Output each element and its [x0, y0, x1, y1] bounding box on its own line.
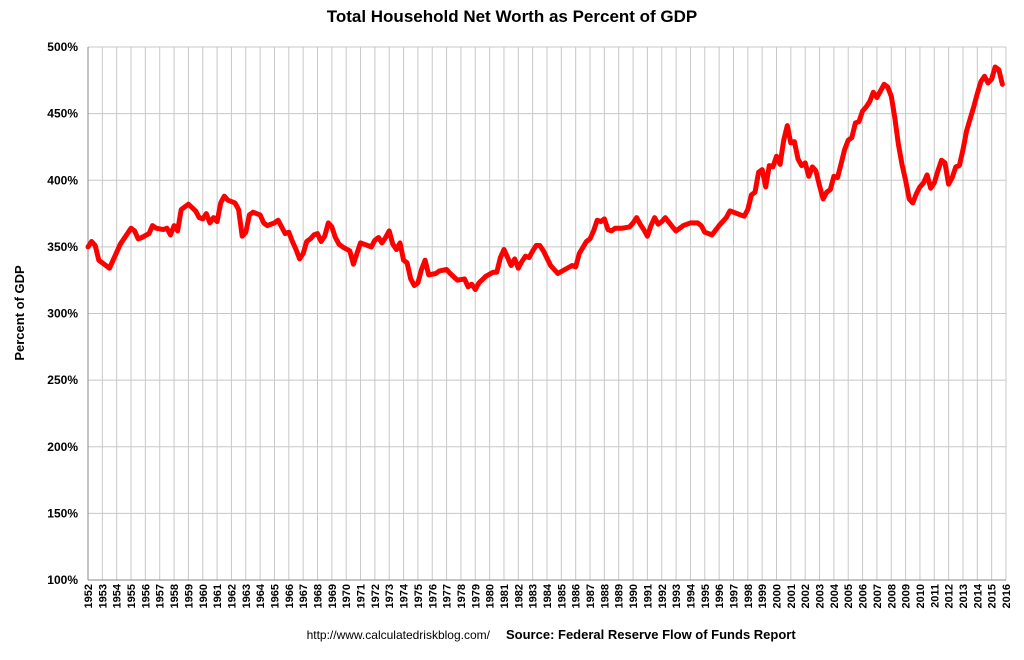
x-tick-label: 1998 — [743, 584, 755, 608]
x-tick-label: 2008 — [886, 584, 898, 608]
x-tick-label: 1992 — [657, 584, 669, 608]
x-tick-label: 1983 — [528, 584, 540, 608]
x-tick-label: 1974 — [399, 583, 411, 608]
x-tick-label: 1961 — [212, 584, 224, 608]
x-tick-label: 1954 — [112, 583, 124, 608]
x-tick-label: 1965 — [269, 584, 281, 608]
x-tick-label: 1987 — [585, 584, 597, 608]
y-tick-label: 150% — [47, 506, 78, 520]
x-tick-label: 1988 — [599, 584, 611, 608]
y-tick-label: 450% — [47, 107, 78, 121]
x-tick-label: 1967 — [298, 584, 310, 608]
y-tick-label: 350% — [47, 240, 78, 254]
y-tick-label: 200% — [47, 440, 78, 454]
x-tick-label: 2016 — [1001, 584, 1013, 608]
x-tick-label: 1995 — [700, 584, 712, 608]
x-tick-label: 1979 — [470, 584, 482, 608]
x-tick-label: 2005 — [843, 584, 855, 608]
x-tick-label: 1958 — [169, 584, 181, 608]
x-tick-label: 1973 — [384, 584, 396, 608]
chart-title: Total Household Net Worth as Percent of … — [327, 7, 698, 26]
x-tick-label: 1991 — [642, 584, 654, 608]
x-tick-label: 1966 — [284, 584, 296, 608]
x-tick-label: 1959 — [183, 584, 195, 608]
x-tick-label: 1971 — [356, 584, 368, 608]
y-axis-label: Percent of GDP — [12, 265, 27, 361]
x-tick-label: 2006 — [858, 584, 870, 608]
x-tick-label: 2014 — [972, 583, 984, 608]
x-tick-label: 1962 — [226, 584, 238, 608]
x-tick-label: 1956 — [140, 584, 152, 608]
x-tick-label: 2015 — [987, 584, 999, 608]
x-tick-label: 1990 — [628, 584, 640, 608]
x-tick-label: 1957 — [155, 584, 167, 608]
x-tick-label: 1985 — [556, 584, 568, 608]
x-tick-label: 1984 — [542, 583, 554, 608]
x-tick-label: 1980 — [485, 584, 497, 608]
x-tick-label: 1960 — [198, 584, 210, 608]
plot — [85, 64, 1005, 292]
x-tick-label: 1953 — [97, 584, 109, 608]
grid: 100% 150% 200% 250% 300% 350% 400% 450% 500% 1952… — [47, 40, 1013, 608]
y-tick-label: 100% — [47, 573, 78, 587]
x-tick-label: 1977 — [442, 584, 454, 608]
x-tick-label: 2004 — [829, 583, 841, 608]
x-tick-label: 1964 — [255, 583, 267, 608]
x-tick-label: 1996 — [714, 584, 726, 608]
y-tick-label: 400% — [47, 173, 78, 187]
y-tick-label: 250% — [47, 373, 78, 387]
x-tick-label: 1975 — [413, 584, 425, 608]
x-tick-label: 1968 — [313, 584, 325, 608]
x-tick-label: 1970 — [341, 584, 353, 608]
x-tick-label: 1997 — [728, 584, 740, 608]
source-url: http://www.calculatedriskblog.com/ — [307, 628, 491, 642]
x-tick-label: 1986 — [571, 584, 583, 608]
x-tick-label: 2003 — [815, 584, 827, 608]
x-tick-label: 2010 — [915, 584, 927, 608]
x-tick-label: 1989 — [614, 584, 626, 608]
x-tick-label: 2011 — [929, 584, 941, 608]
source: Source: Federal Reserve Flow of Funds Re… — [506, 627, 796, 642]
x-tick-label: 2002 — [800, 584, 812, 608]
x-tick-label: 2001 — [786, 584, 798, 608]
x-tick-label: 1993 — [671, 584, 683, 608]
x-tick-label: 1972 — [370, 584, 382, 608]
x-tick-label: 1982 — [513, 584, 525, 608]
x-tick-label: 1963 — [241, 584, 253, 608]
y-tick-label: 300% — [47, 307, 78, 321]
x-tick-label: 1999 — [757, 584, 769, 608]
x-tick-label: 1976 — [427, 584, 439, 608]
data-line — [85, 64, 1005, 292]
x-tick-label: 1969 — [327, 584, 339, 608]
y-tick-label: 500% — [47, 40, 78, 54]
x-tick-label: 1994 — [685, 583, 697, 608]
x-tick-label: 1978 — [456, 584, 468, 608]
x-tick-label: 2000 — [772, 584, 784, 608]
x-tick-label: 2007 — [872, 584, 884, 608]
x-tick-label: 1952 — [83, 584, 95, 608]
x-tick-label: 2012 — [944, 584, 956, 608]
x-tick-label: 2009 — [901, 584, 913, 608]
x-tick-label: 2013 — [958, 584, 970, 608]
x-tick-label: 1955 — [126, 584, 138, 608]
x-tick-label: 1981 — [499, 584, 511, 608]
